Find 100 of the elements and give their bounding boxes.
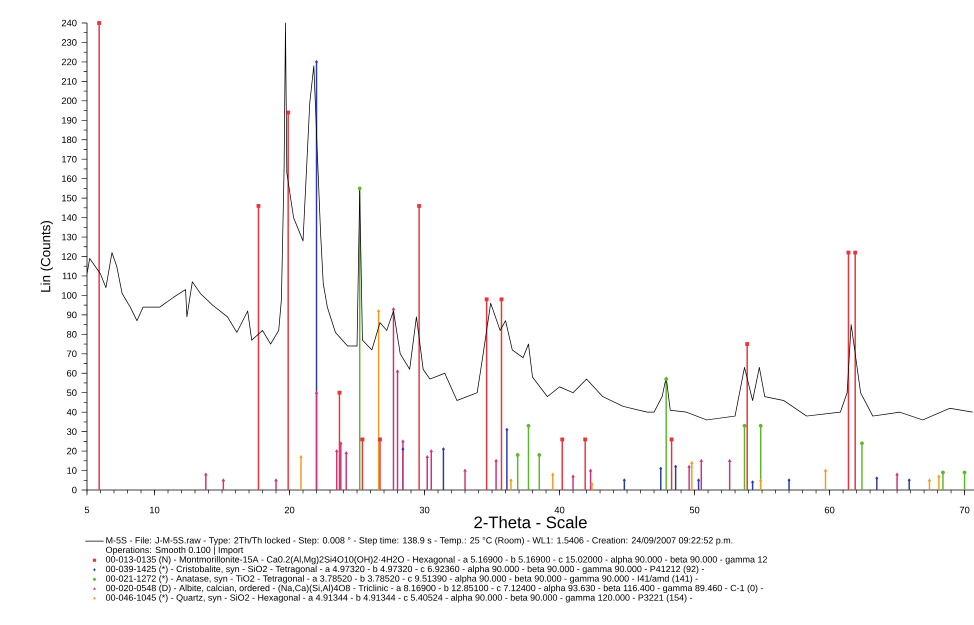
point: [745, 342, 750, 346]
y-tick-label: 210: [62, 78, 77, 85]
y-tick-label: 100: [62, 292, 77, 299]
text: Operations: Smooth 0.100 | Import: [106, 546, 244, 555]
x-tick-label: 30: [420, 506, 430, 514]
x-tick-label: 5: [84, 506, 90, 514]
point: [560, 437, 564, 442]
point: [401, 447, 404, 452]
point: [664, 377, 668, 382]
y-tick-label: 190: [62, 117, 77, 124]
y-axis-title: Lin (Counts): [40, 221, 53, 292]
point: [690, 460, 694, 464]
point: [286, 110, 290, 114]
x-tick-label: 60: [824, 506, 834, 514]
y-tick-label: 240: [62, 20, 77, 26]
point: [937, 474, 941, 478]
point: [875, 476, 878, 480]
point: [622, 478, 626, 482]
point: [571, 474, 575, 478]
y-tick-label: 20: [67, 448, 77, 454]
legend-label: 00-021-1272 (*) - Anatase, syn - TiO2 - Tetragonal - a 3.78520 - b 3.78520 - c 9.51390 - alpha 90.000 - beta 90.000 - gamma 90.000 - I41/amd (141) -: [106, 575, 698, 584]
point: [484, 297, 489, 302]
point: [339, 441, 343, 444]
x-tick-label: 50: [690, 506, 700, 514]
legend-label: M-5S - File: J-M-5S.raw - Type: 2Th/Th locked - Step: 0.008 ° - Step time: 138.9 s - Temp.: 25 °C (Room) - WL1: 1.5406 - Creation: 24/09/2007 09:22:52 p.m.: [106, 536, 732, 546]
y-tick-label: 90: [67, 312, 77, 318]
point: [941, 470, 945, 474]
y-tick-label: 40: [66, 408, 77, 416]
y-tick-label: 0: [72, 486, 77, 494]
point: [256, 204, 260, 208]
point: [315, 60, 318, 64]
point: [908, 478, 911, 482]
point: [758, 478, 762, 482]
y-tick-label: 110: [62, 272, 77, 280]
point: [378, 437, 382, 442]
y-tick-label: 80: [66, 331, 77, 338]
point: [338, 390, 342, 395]
point: [687, 464, 691, 468]
y-tick-label: 200: [62, 98, 77, 104]
legend-label: 00-013-0135 (N) - Montmorillonite-15A - Ca0.2(Al,Mg)2Si4O10(OH)2·4H2O - Hexagonal - a 5.16900 - b 5.16900 - c 15.02000 - alpha 90.000 - beta 90.000 - gamma 12: [106, 556, 767, 564]
point: [928, 478, 932, 482]
point: [417, 204, 422, 208]
point: [758, 424, 763, 428]
point: [344, 451, 348, 454]
point: [396, 369, 400, 372]
point: [376, 309, 380, 312]
point: [895, 472, 899, 476]
point: [97, 21, 102, 25]
point: [494, 458, 498, 462]
y-tick-label: 60: [67, 370, 77, 377]
point: [204, 472, 208, 476]
legend-label: 00-046-1045 (*) - Quartz, syn - SiO2 - Hexagonal - a 4.91344 - b 4.91344 - c 5.40524 - alpha 90.000 - beta 90.000 - gamma 120.000 - P3221 (154) -: [106, 594, 692, 603]
y-tick-label: 160: [62, 175, 77, 182]
point: [728, 458, 732, 462]
y-tick-label: 30: [66, 428, 77, 435]
legend-label: 00-020-0548 (D) - Albite, calcian, ordered - (Na,Ca)(Si,Al)4O8 - Triclinic - a 8.16900 - b 12.85100 - c 7.12400 - alpha 93.630 - beta 116.400 - gamma 89.460 - C-1 (0) -: [106, 584, 764, 593]
point: [853, 250, 858, 255]
x-tick-label: 20: [284, 506, 294, 514]
point: [742, 424, 746, 428]
x-tick-label: 70: [960, 506, 970, 514]
point: [588, 468, 592, 472]
y-tick-label: 120: [62, 253, 77, 260]
x-tick-label: 10: [150, 506, 160, 514]
y-tick-label: 220: [62, 58, 77, 66]
point: [430, 449, 433, 452]
point: [583, 437, 588, 442]
x-tick-label: 40: [554, 506, 564, 514]
y-tick-label: 230: [62, 39, 77, 46]
point: [401, 439, 405, 442]
y-tick-label: 130: [62, 234, 77, 240]
point: [299, 454, 303, 458]
point: [551, 472, 554, 476]
point: [274, 478, 278, 482]
point: [360, 437, 364, 442]
point: [314, 390, 318, 394]
point: [590, 482, 594, 486]
y-tick-label: 140: [62, 214, 77, 221]
point: [700, 458, 703, 462]
point: [860, 441, 864, 446]
y-tick-label: 70: [67, 350, 77, 358]
y-tick-label: 180: [62, 136, 77, 144]
point: [500, 297, 504, 302]
y-tick-label: 170: [62, 156, 77, 163]
point: [962, 470, 966, 474]
point: [509, 478, 513, 482]
point: [846, 250, 850, 255]
y-tick-label: 10: [67, 467, 77, 474]
point: [526, 424, 530, 428]
x-axis-title: 2-Theta - Scale: [474, 516, 587, 528]
y-tick-label: 150: [62, 194, 77, 202]
point: [463, 468, 467, 472]
y-tick-label: 50: [66, 389, 77, 396]
point: [392, 307, 396, 310]
point: [516, 453, 520, 457]
point: [824, 468, 828, 472]
point: [358, 186, 362, 190]
point: [222, 478, 226, 482]
point: [335, 449, 338, 452]
point: [426, 454, 429, 458]
point: [670, 437, 674, 442]
